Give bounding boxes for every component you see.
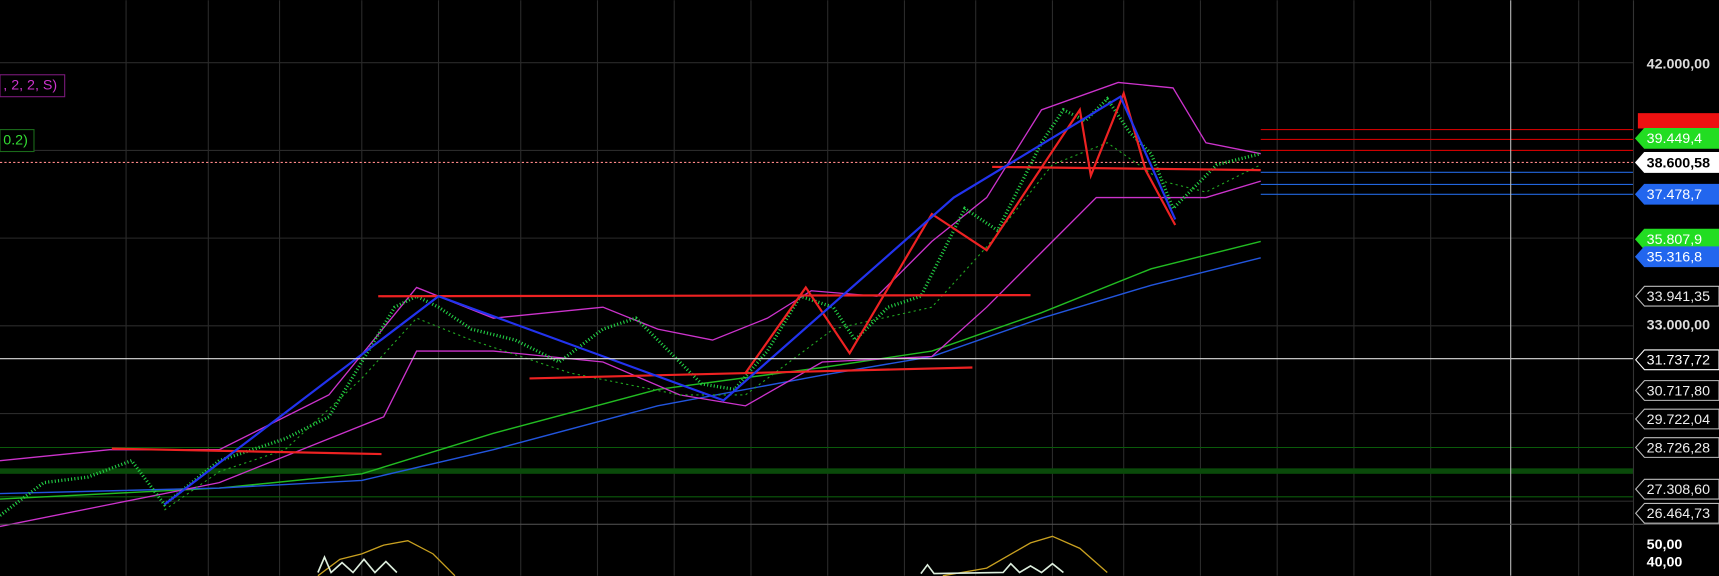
oscillator-label: 40,00 bbox=[1647, 554, 1683, 570]
price-tag bbox=[1634, 502, 1719, 524]
price-tag-marker bbox=[1637, 113, 1719, 129]
parabolic-sar bbox=[164, 142, 1261, 511]
bollinger-upper bbox=[0, 81, 1261, 462]
price-label: 35.807,9 bbox=[1647, 232, 1703, 248]
grid bbox=[0, 0, 1634, 576]
indicator-box bbox=[0, 129, 35, 153]
price-label: 26.464,73 bbox=[1647, 506, 1710, 522]
price-tag bbox=[1634, 228, 1719, 250]
level-lines bbox=[0, 129, 1634, 498]
price-label: 33.941,35 bbox=[1647, 289, 1710, 305]
price-label: 33.000,00 bbox=[1647, 318, 1710, 334]
price-tag bbox=[1634, 127, 1719, 149]
level-band bbox=[0, 468, 1634, 474]
support-line bbox=[111, 447, 382, 456]
trend-lines bbox=[111, 90, 1261, 456]
resistance-line bbox=[378, 294, 1031, 298]
price-label: 38.600,58 bbox=[1647, 155, 1710, 171]
price-label: 31.737,72 bbox=[1647, 353, 1710, 369]
oscillator-spikes bbox=[317, 555, 398, 574]
price-label: 37.478,7 bbox=[1647, 187, 1703, 203]
moving-average-blue bbox=[0, 257, 1261, 495]
price-label: 28.726,28 bbox=[1647, 440, 1710, 456]
price-tag bbox=[1634, 349, 1719, 371]
indicator-box bbox=[0, 74, 66, 98]
zigzag bbox=[744, 90, 1177, 374]
indicator-label: 0.2) bbox=[3, 132, 28, 148]
price-tag bbox=[1634, 285, 1719, 307]
oscillator-line bbox=[317, 540, 456, 576]
oscillator-line bbox=[942, 535, 1108, 576]
price-label: 35.316,8 bbox=[1647, 250, 1703, 266]
blue-trend bbox=[163, 95, 1177, 506]
price-label: 30.717,80 bbox=[1647, 383, 1710, 399]
indicator-label: , 2, 2, S) bbox=[3, 77, 57, 93]
price-tag bbox=[1634, 183, 1719, 205]
price-label: 39.449,4 bbox=[1647, 131, 1703, 147]
price-label: 42.000,00 bbox=[1647, 57, 1710, 73]
bollinger-lower bbox=[0, 180, 1261, 528]
price-candles bbox=[0, 96, 1262, 517]
price-axis: 42.000,00 39.449,4 38.600,58 37.478,7 35.807… bbox=[1634, 57, 1719, 570]
price-label: 29.722,04 bbox=[1647, 412, 1710, 428]
support-line bbox=[992, 165, 1261, 172]
support-line bbox=[529, 366, 973, 380]
moving-average-green bbox=[0, 240, 1261, 500]
price-tag bbox=[1634, 246, 1719, 268]
price-tag bbox=[1634, 152, 1719, 173]
price-tag bbox=[1634, 478, 1719, 500]
oscillator-label: 50,00 bbox=[1647, 537, 1683, 553]
price-label: 27.308,60 bbox=[1647, 482, 1710, 498]
price-tag bbox=[1634, 408, 1719, 430]
price-tag bbox=[1634, 437, 1719, 458]
oscillator-spikes bbox=[920, 562, 1064, 575]
price-tag bbox=[1634, 380, 1719, 401]
